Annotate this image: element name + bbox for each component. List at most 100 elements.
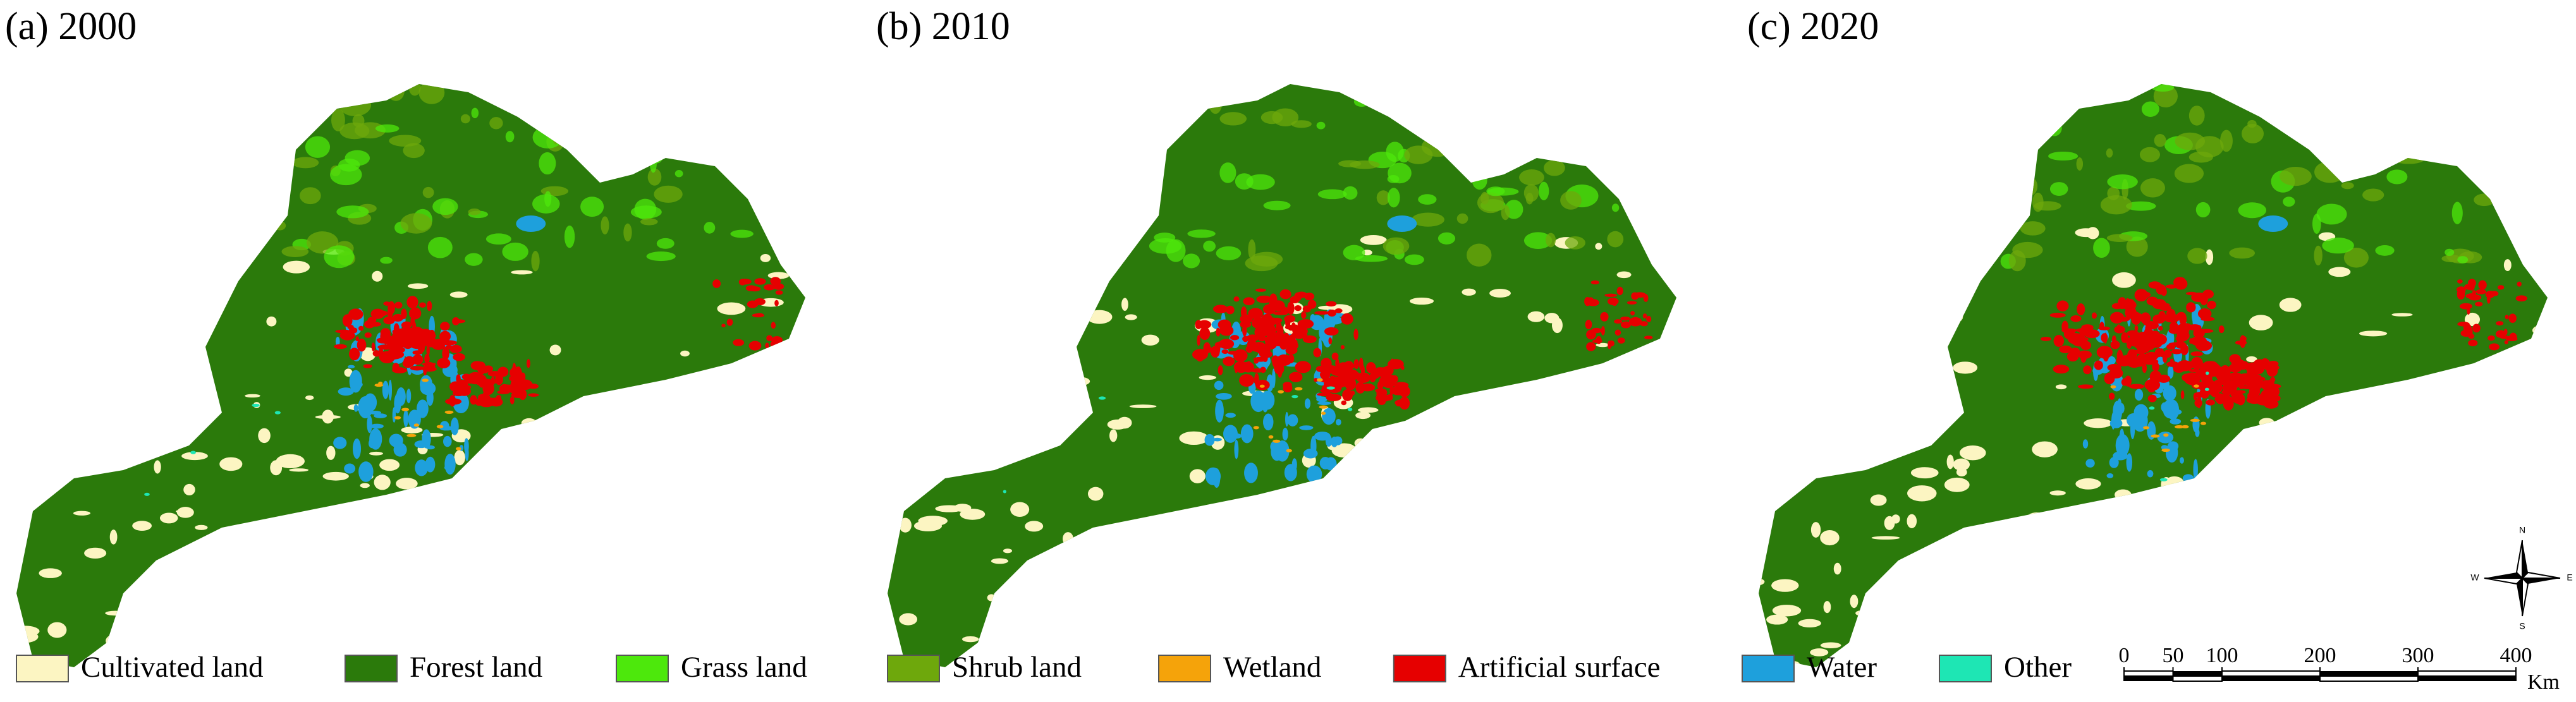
- land-cover: [358, 396, 373, 419]
- land-cover: [1596, 336, 1602, 344]
- land-cover: [755, 313, 764, 317]
- land-cover: [2474, 193, 2495, 207]
- land-cover: [767, 272, 790, 279]
- land-cover: [2152, 299, 2166, 308]
- land-cover: [2105, 540, 2130, 543]
- land-cover: [2382, 574, 2402, 582]
- land-cover: [511, 391, 527, 399]
- land-cover: [1617, 337, 1625, 344]
- land-cover: [1427, 509, 1444, 514]
- land-cover: [424, 354, 430, 365]
- land-cover: [258, 428, 271, 444]
- land-cover: [1321, 372, 1326, 382]
- land-cover: [452, 317, 460, 325]
- scale-segment: [2124, 676, 2173, 681]
- land-cover: [1766, 614, 1788, 625]
- land-cover: [371, 342, 375, 351]
- land-cover: [1663, 451, 1676, 458]
- land-cover: [2085, 459, 2095, 468]
- land-cover: [272, 550, 284, 557]
- land-cover: [1590, 280, 1599, 285]
- land-cover: [644, 130, 670, 145]
- land-cover: [1911, 648, 1922, 659]
- land-cover: [2258, 626, 2274, 632]
- land-cover: [1466, 447, 1474, 460]
- land-cover: [2188, 324, 2202, 330]
- land-cover: [2080, 353, 2087, 363]
- land-cover: [1551, 317, 1563, 334]
- land-cover: [2542, 446, 2548, 461]
- land-cover: [454, 450, 465, 466]
- land-cover: [1353, 359, 1359, 370]
- land-cover: [2329, 440, 2338, 447]
- land-cover: [403, 409, 408, 428]
- land-cover: [511, 270, 533, 275]
- legend-label: Grass land: [681, 651, 807, 684]
- land-cover: [340, 530, 355, 535]
- land-cover: [630, 205, 662, 219]
- land-cover: [2106, 473, 2114, 478]
- land-cover: [482, 511, 488, 515]
- land-cover: [2167, 485, 2188, 493]
- land-cover: [372, 350, 381, 357]
- land-cover: [1638, 583, 1662, 587]
- land-cover: [443, 435, 452, 447]
- land-cover: [2104, 373, 2115, 385]
- land-cover: [1769, 446, 1792, 451]
- land-cover: [1627, 301, 1637, 305]
- land-cover: [2405, 104, 2418, 115]
- land-cover: [963, 380, 974, 396]
- land-cover: [658, 414, 684, 427]
- land-cover: [1294, 305, 1302, 312]
- land-cover: [1353, 329, 1358, 341]
- land-cover: [317, 542, 338, 550]
- land-cover: [437, 358, 451, 368]
- land-cover: [2189, 526, 2219, 535]
- land-cover: [2084, 329, 2100, 339]
- land-cover: [1391, 457, 1413, 469]
- land-cover: [1317, 189, 1347, 200]
- land-cover: [325, 645, 350, 653]
- land-cover: [497, 366, 509, 377]
- land-cover: [185, 637, 209, 646]
- land-cover: [1446, 516, 1471, 528]
- land-cover: [2194, 399, 2202, 408]
- land-cover: [401, 427, 423, 433]
- land-cover: [2447, 133, 2457, 148]
- land-cover: [392, 367, 407, 373]
- land-cover: [977, 432, 1002, 449]
- land-cover: [2179, 313, 2187, 325]
- land-cover: [2281, 483, 2309, 488]
- land-cover: [175, 509, 193, 514]
- land-cover: [1758, 577, 1765, 587]
- land-cover: [142, 598, 172, 609]
- land-cover: [594, 517, 602, 530]
- land-cover: [2455, 645, 2466, 654]
- land-cover: [2141, 101, 2159, 117]
- land-cover: [1948, 633, 1956, 646]
- land-cover: [1303, 526, 1314, 533]
- land-cover: [2536, 559, 2548, 572]
- land-cover: [492, 549, 520, 555]
- land-cover: [2238, 202, 2267, 219]
- land-cover: [2180, 457, 2184, 464]
- land-cover: [1925, 298, 1942, 315]
- land-cover: [1118, 124, 1137, 144]
- land-cover: [2158, 348, 2164, 357]
- land-cover: [1506, 95, 1524, 107]
- land-cover: [422, 186, 434, 198]
- land-cover: [408, 83, 421, 96]
- land-cover: [190, 451, 197, 454]
- land-cover: [2478, 280, 2487, 290]
- land-cover: [2455, 130, 2474, 150]
- land-cover: [1820, 642, 1841, 649]
- land-cover: [2195, 202, 2211, 218]
- map-fill: [16, 83, 805, 667]
- land-cover: [1358, 358, 1364, 371]
- land-cover: [1056, 359, 1071, 367]
- land-cover: [331, 109, 345, 131]
- land-cover: [566, 662, 589, 667]
- land-cover: [1366, 361, 1376, 373]
- land-cover: [392, 407, 396, 423]
- land-cover: [344, 368, 353, 377]
